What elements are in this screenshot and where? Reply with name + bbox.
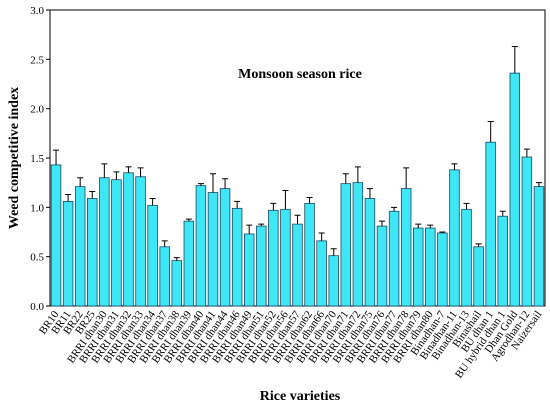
bar — [316, 240, 327, 307]
error-bar — [53, 149, 60, 165]
error-bar — [294, 214, 301, 225]
error-bar — [197, 183, 204, 186]
bar — [388, 210, 400, 307]
error-bar — [101, 163, 108, 178]
bar — [340, 183, 352, 307]
bar — [473, 246, 484, 307]
error-bar — [451, 163, 458, 170]
error-bar — [222, 178, 229, 189]
y-tick-label: 0.0 — [30, 301, 44, 313]
error-bar — [403, 167, 410, 189]
bar — [231, 207, 243, 307]
error-bar — [77, 177, 84, 187]
bar — [99, 177, 110, 307]
y-tick-label: 1.0 — [30, 202, 44, 214]
error-bar — [89, 191, 96, 199]
error-bar — [487, 120, 494, 143]
error-bar — [246, 224, 253, 234]
error-bar — [415, 223, 422, 229]
x-axis-label: Rice varieties — [260, 389, 341, 404]
bar — [461, 208, 472, 307]
error-bar — [125, 166, 132, 173]
error-bar — [258, 223, 265, 227]
bar — [74, 186, 86, 307]
error-bar — [318, 232, 325, 241]
error-bar — [391, 206, 398, 212]
error-bar — [137, 167, 144, 177]
bar — [268, 209, 279, 307]
bar — [111, 179, 122, 307]
error-bar — [209, 173, 216, 193]
error-bar — [463, 202, 470, 210]
y-tick-label: 2.0 — [30, 104, 44, 116]
bar — [123, 172, 134, 307]
bar — [243, 233, 255, 307]
error-bar — [161, 240, 168, 247]
bar — [159, 246, 170, 307]
bar — [400, 188, 412, 307]
y-tick-label: 3.0 — [30, 5, 44, 17]
error-bar — [475, 243, 482, 247]
bar — [183, 220, 195, 307]
bar — [304, 202, 315, 307]
error-bar — [535, 182, 542, 187]
bar — [521, 156, 533, 307]
y-tick-label: 2.5 — [30, 54, 44, 66]
error-bar — [65, 194, 72, 202]
bar — [50, 164, 62, 307]
bar — [135, 176, 146, 307]
bar — [195, 185, 207, 307]
bar — [219, 188, 231, 307]
error-bar — [439, 231, 446, 233]
error-bar — [234, 200, 241, 209]
annotation: Monsoon season rice — [238, 67, 362, 82]
bar — [62, 201, 74, 307]
error-bar — [330, 248, 337, 256]
bar — [171, 260, 182, 307]
bar — [533, 186, 545, 307]
bar — [449, 169, 460, 307]
bar — [292, 223, 303, 307]
bar — [509, 72, 521, 307]
bar — [425, 227, 436, 307]
error-bar — [499, 210, 506, 217]
bar — [497, 215, 508, 307]
error-bar — [366, 188, 373, 199]
error-bar — [354, 166, 361, 183]
y-tick-label: 0.5 — [30, 252, 44, 264]
bar — [437, 232, 448, 307]
error-bar — [342, 173, 349, 184]
error-bar — [149, 197, 156, 206]
error-bar — [270, 202, 277, 211]
bar — [280, 208, 291, 307]
bar — [376, 225, 388, 307]
bar — [87, 198, 98, 307]
error-bar — [173, 257, 180, 261]
y-axis-label: Weed competitive index — [7, 87, 22, 229]
bar — [256, 225, 267, 307]
error-bar — [113, 171, 120, 180]
bar — [328, 255, 339, 307]
error-bar — [511, 46, 518, 74]
bar — [413, 227, 424, 307]
error-bar — [185, 218, 192, 222]
error-bar — [427, 224, 434, 229]
bar — [352, 182, 364, 307]
bar — [485, 141, 496, 307]
error-bar — [282, 190, 289, 210]
error-bar — [306, 196, 313, 204]
y-tick-label: 1.5 — [30, 153, 44, 165]
bar — [364, 198, 376, 307]
error-bar — [523, 148, 530, 158]
bar — [207, 192, 219, 307]
bar — [147, 204, 158, 307]
error-bar — [379, 220, 386, 227]
